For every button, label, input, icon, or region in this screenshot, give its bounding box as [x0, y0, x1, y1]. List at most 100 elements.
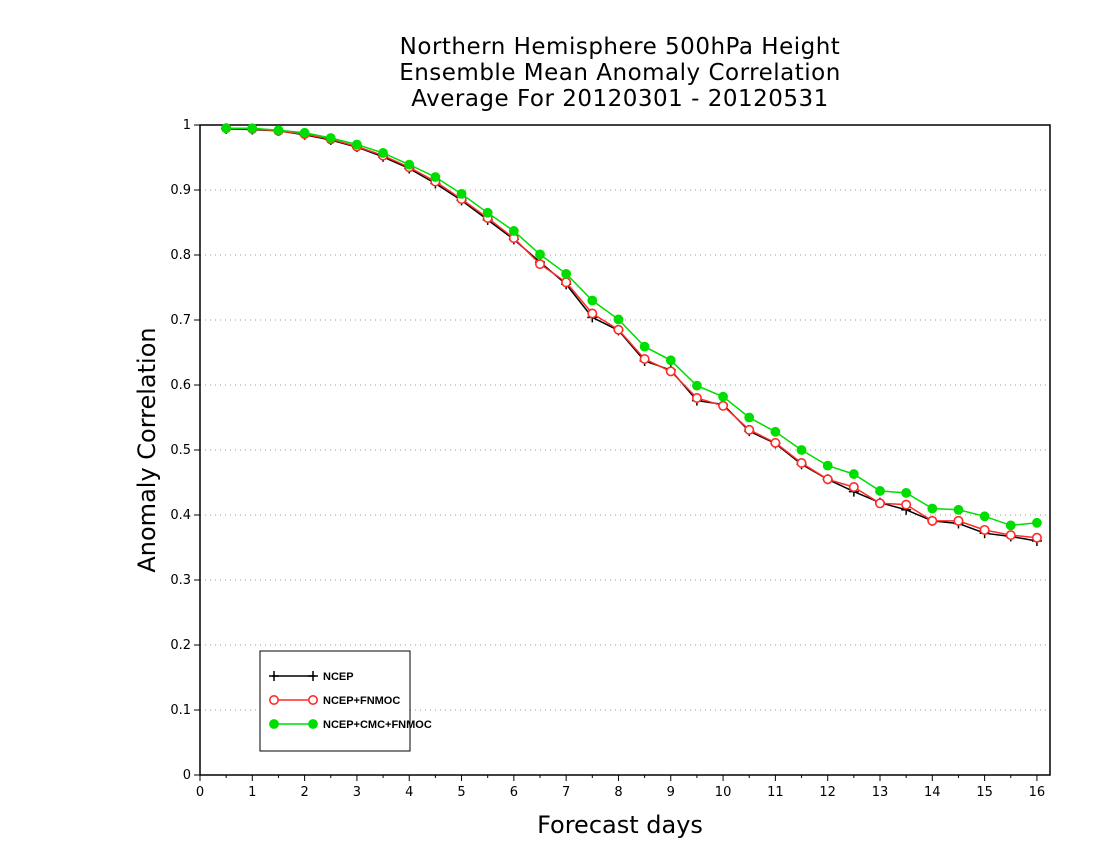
data-point [535, 249, 545, 260]
data-point [979, 511, 990, 522]
legend-marker-start [268, 694, 279, 705]
data-point [325, 133, 336, 143]
x-tick-label: 11 [767, 785, 784, 800]
data-point [639, 353, 650, 364]
data-point [927, 503, 938, 514]
legend-marker-end [308, 671, 318, 681]
data-point [587, 308, 598, 319]
data-point [691, 392, 702, 403]
legend-item: NCEP+FNMOC [268, 694, 400, 707]
data-point [718, 391, 728, 402]
legend-label: NCEP+CMC+FNMOC [323, 719, 432, 731]
data-point [822, 460, 833, 471]
x-tick-label: 15 [976, 785, 993, 800]
data-point [1031, 532, 1042, 543]
data-point [561, 277, 572, 288]
y-tick-label: 0 [183, 768, 191, 783]
data-point [953, 504, 964, 515]
data-point [770, 426, 781, 437]
data-point [848, 469, 859, 479]
y-tick-label: 0.5 [170, 443, 191, 458]
data-point [378, 148, 388, 158]
data-point [1005, 520, 1016, 531]
chart-title-line-1: Northern Hemisphere 500hPa Height [399, 34, 841, 60]
y-tick-label: 0.6 [170, 378, 191, 393]
data-point [770, 437, 781, 448]
data-point [299, 127, 310, 138]
legend-item: NCEP [269, 671, 354, 683]
y-tick-label: 0.7 [170, 313, 191, 328]
data-point [875, 486, 885, 496]
y-tick-label: 0.2 [170, 638, 191, 653]
x-tick-label: 6 [510, 785, 518, 800]
legend-marker-start [269, 671, 279, 681]
data-point [953, 515, 964, 526]
x-tick-label: 8 [614, 785, 622, 800]
data-point [718, 400, 729, 411]
data-point [613, 314, 624, 325]
y-tick-label: 1 [183, 118, 191, 133]
y-axis-title: Anomaly Correlation [133, 327, 161, 572]
x-tick-label: 1 [248, 785, 256, 800]
legend-marker-end [307, 694, 318, 705]
x-tick-label: 0 [196, 785, 204, 800]
data-point [822, 474, 833, 485]
data-point [692, 380, 702, 391]
x-tick-label: 13 [872, 785, 889, 800]
x-tick-label: 12 [819, 785, 836, 800]
data-point [1005, 530, 1016, 541]
series-line [226, 128, 1038, 542]
data-point [534, 259, 545, 270]
data-point [247, 123, 258, 134]
series-ncep-cmc-fnmoc [221, 123, 1042, 531]
legend-label: NCEP+FNMOC [323, 695, 400, 707]
x-tick-label: 3 [353, 785, 361, 800]
axis-ticks: 00.10.20.30.40.50.60.70.80.910 1 2 3 4 5 6 7 8 9 1… [170, 118, 1045, 800]
x-tick-label: 4 [405, 785, 413, 800]
data-point [613, 324, 624, 335]
legend-box [259, 650, 411, 752]
data-point [744, 412, 755, 423]
x-tick-label: 7 [562, 785, 570, 800]
legend-marker-start [269, 719, 279, 729]
series-ncep [221, 123, 1042, 546]
grid-lines [200, 189, 1050, 711]
data-point [665, 366, 676, 377]
data-point [665, 355, 676, 366]
data-point [901, 488, 912, 498]
data-point [796, 445, 807, 455]
data-point [352, 139, 362, 150]
data-point [508, 226, 519, 236]
data-point [456, 189, 467, 199]
x-tick-label: 14 [924, 785, 941, 800]
data-point [874, 498, 885, 509]
data-point [927, 515, 938, 526]
data-point [404, 159, 415, 170]
legend: NCEP NCEP+FNMOC NCEP+CMC+FNMOC [259, 650, 432, 752]
data-point [482, 207, 493, 218]
data-point [1032, 517, 1042, 528]
series-line [226, 127, 1037, 527]
data-point [273, 125, 284, 136]
legend-label: NCEP [323, 671, 354, 683]
y-tick-label: 0.8 [170, 248, 191, 263]
data-point [587, 295, 598, 306]
data-point [430, 172, 441, 182]
chart-title-line-3: Average For 20120301 - 20120531 [411, 86, 829, 112]
data-point [744, 424, 755, 435]
x-tick-label: 16 [1029, 785, 1046, 800]
data-point [561, 268, 572, 279]
y-tick-label: 0.9 [170, 183, 191, 198]
y-tick-label: 0.4 [170, 508, 191, 523]
y-tick-label: 0.1 [170, 703, 191, 718]
data-point [848, 482, 859, 493]
x-axis-title: Forecast days [537, 811, 703, 839]
data-point [901, 499, 912, 510]
chart-title-line-2: Ensemble Mean Anomaly Correlation [399, 60, 841, 86]
x-tick-label: 9 [667, 785, 675, 800]
x-tick-label: 2 [300, 785, 308, 800]
x-tick-label: 5 [457, 785, 465, 800]
chart-title: Northern Hemisphere 500hPa Height Ensemb… [330, 34, 910, 112]
data-point [979, 524, 990, 535]
